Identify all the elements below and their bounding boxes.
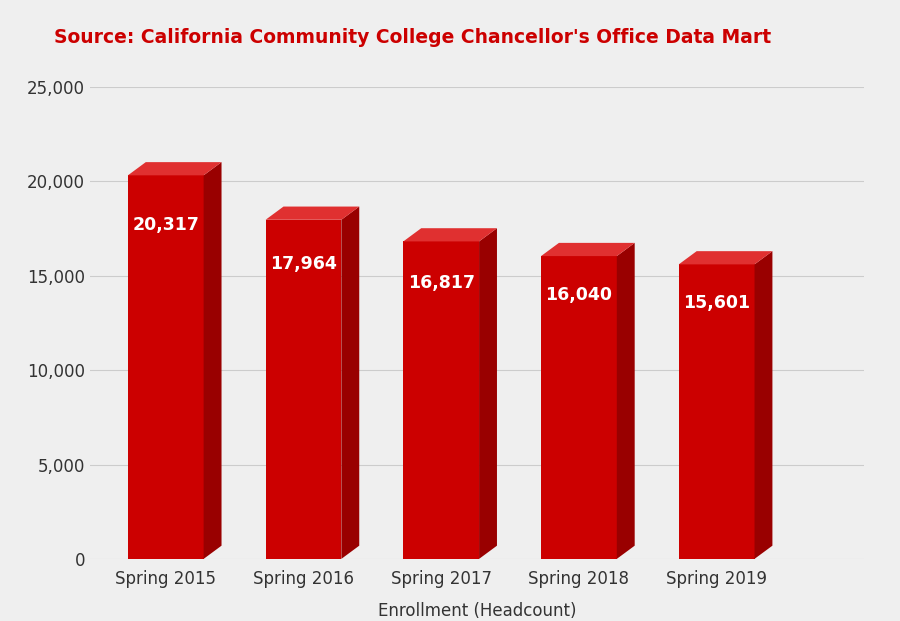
Polygon shape	[754, 251, 772, 559]
Text: Source: California Community College Chancellor's Office Data Mart: Source: California Community College Cha…	[54, 28, 771, 47]
Polygon shape	[128, 175, 203, 559]
Polygon shape	[266, 220, 341, 559]
Polygon shape	[266, 207, 359, 220]
Polygon shape	[203, 162, 221, 559]
Text: 16,040: 16,040	[545, 286, 612, 304]
Polygon shape	[616, 243, 634, 559]
Polygon shape	[541, 243, 634, 256]
Text: 15,601: 15,601	[683, 294, 751, 312]
Text: 20,317: 20,317	[132, 216, 199, 234]
Polygon shape	[403, 228, 497, 242]
Polygon shape	[541, 256, 616, 559]
Polygon shape	[128, 162, 221, 175]
Polygon shape	[479, 228, 497, 559]
Polygon shape	[679, 251, 772, 265]
Text: 16,817: 16,817	[408, 274, 474, 292]
X-axis label: Enrollment (Headcount): Enrollment (Headcount)	[378, 602, 576, 620]
Text: 17,964: 17,964	[270, 255, 337, 273]
Polygon shape	[403, 242, 479, 559]
Polygon shape	[341, 207, 359, 559]
Polygon shape	[679, 265, 754, 559]
